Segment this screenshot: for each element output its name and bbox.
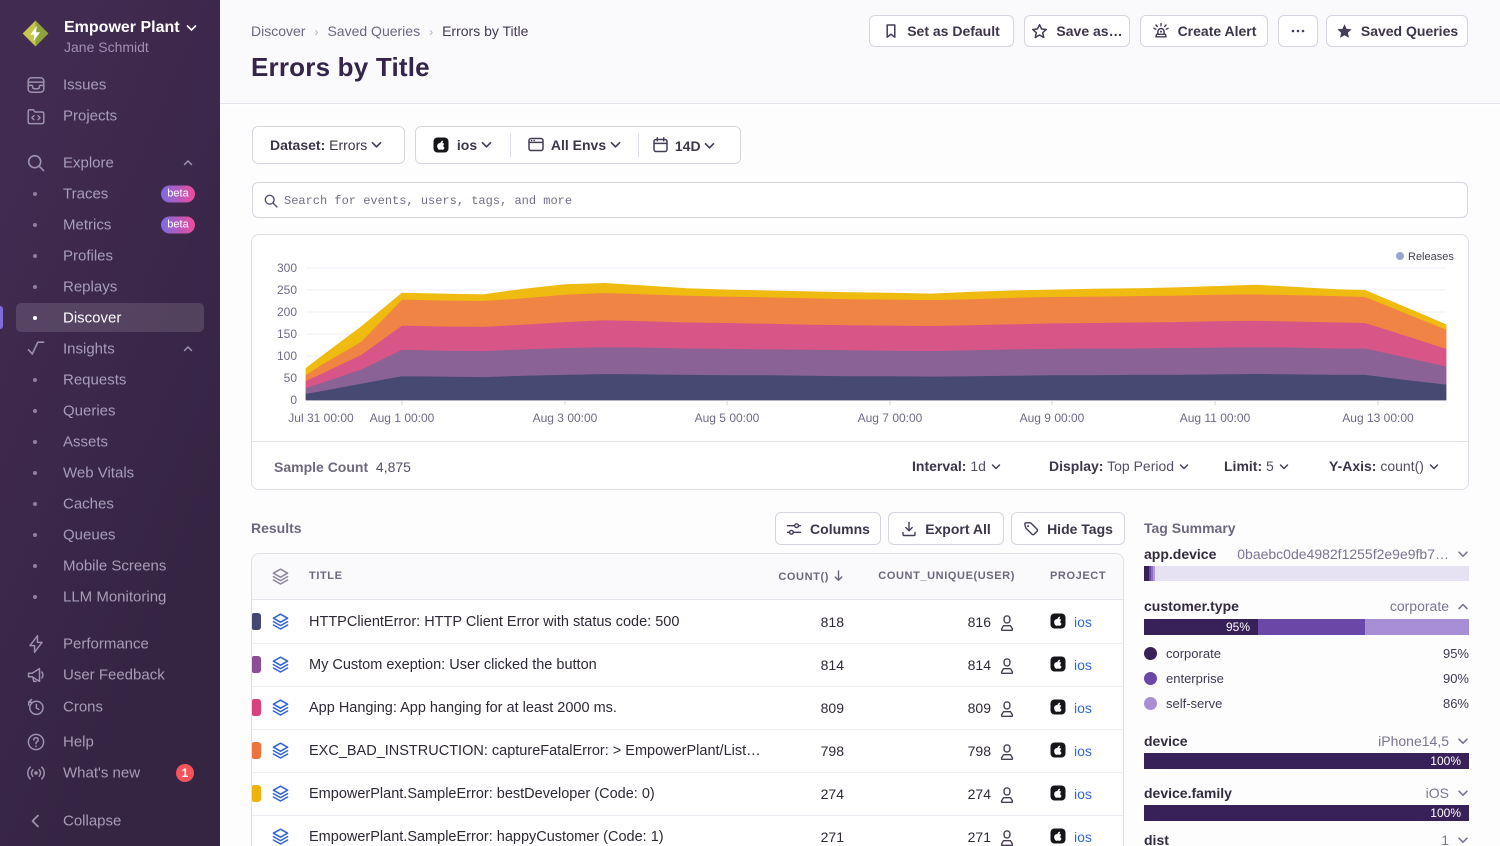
svg-text:0: 0 (290, 393, 297, 407)
svg-text:200: 200 (277, 305, 297, 319)
svg-text:50: 50 (284, 371, 298, 385)
svg-text:300: 300 (277, 261, 297, 275)
svg-text:Aug 9 00:00: Aug 9 00:00 (1020, 411, 1085, 425)
svg-text:Aug 1 00:00: Aug 1 00:00 (370, 411, 435, 425)
svg-text:150: 150 (277, 327, 297, 341)
svg-text:Releases: Releases (1408, 251, 1454, 263)
svg-text:Aug 11 00:00: Aug 11 00:00 (1180, 411, 1251, 425)
svg-text:Aug 7 00:00: Aug 7 00:00 (858, 411, 923, 425)
svg-text:250: 250 (277, 283, 297, 297)
svg-text:Aug 13 00:00: Aug 13 00:00 (1342, 411, 1414, 425)
svg-text:Aug 3 00:00: Aug 3 00:00 (533, 411, 598, 425)
svg-text:100: 100 (277, 349, 297, 363)
svg-text:Aug 5 00:00: Aug 5 00:00 (695, 411, 760, 425)
svg-text:Jul 31 00:00: Jul 31 00:00 (288, 411, 354, 425)
